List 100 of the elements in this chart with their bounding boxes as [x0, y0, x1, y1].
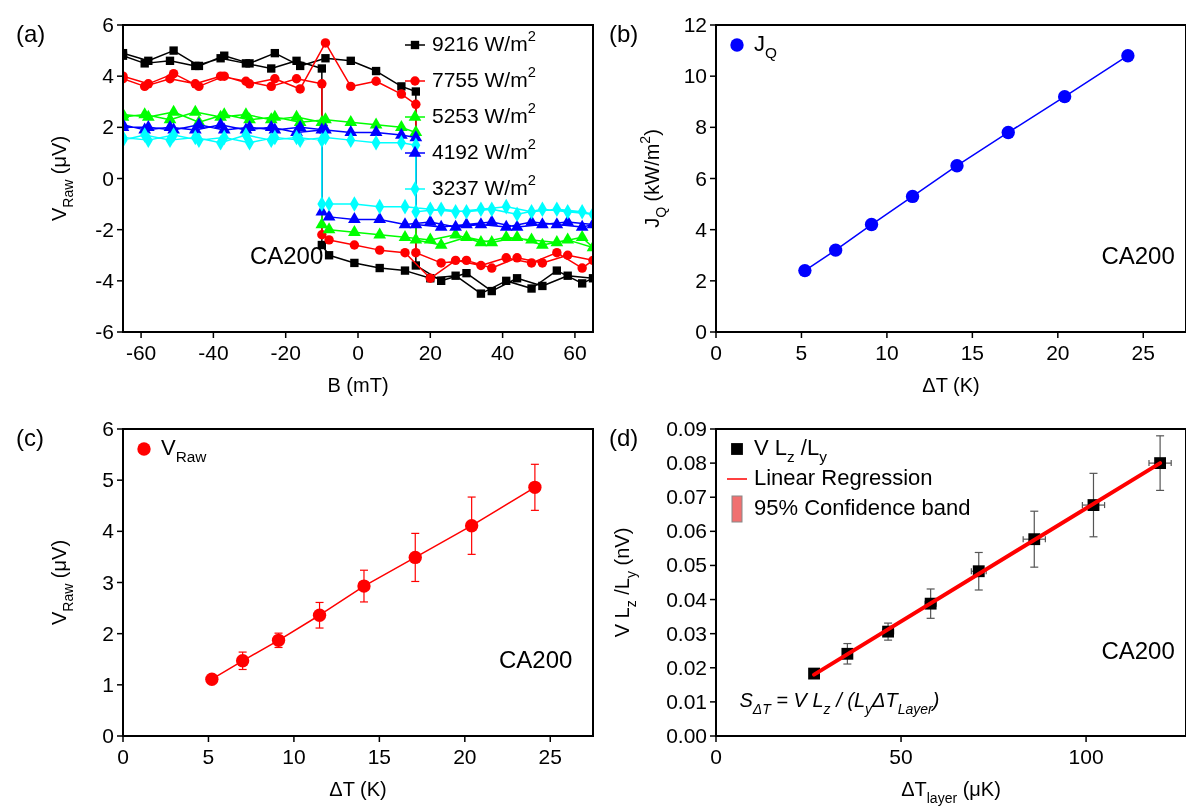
chart-title: (b) [609, 20, 639, 48]
point [528, 480, 542, 494]
point [165, 56, 175, 65]
x-tick-label: 5 [202, 745, 215, 768]
y-tick-label: -4 [95, 268, 115, 292]
point [241, 59, 251, 68]
point [434, 219, 448, 231]
point [525, 232, 538, 244]
point [241, 76, 251, 86]
point [527, 284, 536, 293]
point [324, 251, 334, 260]
point [374, 245, 385, 255]
y-tick-label: 0.02 [666, 655, 707, 679]
y-tick-label: 6 [102, 417, 114, 440]
point [191, 61, 200, 71]
point [190, 79, 201, 89]
point [214, 109, 227, 121]
point [577, 263, 587, 273]
y-tick-label: 0.04 [666, 587, 708, 611]
point [462, 268, 471, 278]
point [140, 59, 149, 68]
point [396, 89, 407, 99]
y-tick-label: 8 [695, 115, 707, 139]
point [270, 74, 280, 84]
point [474, 235, 488, 247]
y-tick-label: 0.08 [666, 451, 707, 475]
x-tick-label: -20 [270, 341, 301, 364]
point [905, 189, 920, 204]
point [350, 258, 359, 268]
point [460, 217, 473, 229]
point [322, 209, 336, 221]
point [561, 232, 575, 244]
point [291, 74, 302, 84]
point [346, 56, 355, 65]
point [950, 159, 964, 173]
point [449, 219, 462, 231]
point [169, 46, 178, 55]
point [369, 125, 383, 137]
point [320, 38, 331, 48]
point [346, 81, 356, 92]
x-tick-label: 10 [875, 341, 899, 364]
point [411, 99, 421, 110]
point [375, 263, 384, 273]
y-tick-label: 0.07 [666, 485, 707, 509]
point [487, 263, 497, 273]
point [357, 579, 371, 593]
point [450, 255, 461, 266]
point [400, 247, 410, 258]
legend-label: V L$_{z}$ /L$_{y}$ [754, 434, 828, 465]
point [216, 54, 225, 63]
point [317, 79, 327, 89]
point [317, 230, 327, 240]
y-tick-label: 2 [102, 621, 114, 645]
point [1001, 125, 1015, 140]
point [577, 279, 587, 288]
point [436, 276, 446, 286]
x-tick-label: 25 [538, 745, 562, 768]
x-tick-label: 0 [352, 341, 364, 364]
point [575, 230, 589, 242]
point [315, 217, 329, 229]
legend-label: 4192 W/m$^{2}$ [432, 135, 536, 163]
annotation: CA200 [499, 646, 573, 674]
point [510, 219, 524, 231]
y-tick-label: 2 [695, 268, 707, 292]
y-tick-label: 4 [102, 519, 115, 543]
point [538, 281, 547, 291]
x-axis-title: ΔT (K) [922, 374, 980, 397]
point [205, 672, 219, 686]
y-tick-label: 4 [102, 64, 115, 88]
legend-label: 95% Confidence band [754, 494, 971, 520]
legend-label: 3237 W/m$^{2}$ [432, 171, 536, 199]
y-tick-label: 0 [102, 724, 114, 747]
point [348, 212, 361, 224]
point [501, 253, 511, 263]
point [864, 217, 879, 232]
y-tick-label: 12 [683, 13, 707, 36]
point [485, 214, 499, 226]
point [371, 66, 381, 76]
y-tick-label: 0.01 [666, 689, 707, 713]
x-axis-title: ΔT (K) [329, 778, 387, 801]
point [451, 271, 460, 280]
point [423, 214, 437, 226]
y-tick-label: 10 [683, 64, 707, 88]
point [373, 227, 387, 239]
x-tick-label: 20 [1046, 341, 1070, 364]
point [408, 550, 422, 565]
y-tick-label: 0.03 [666, 621, 707, 645]
point [139, 81, 150, 92]
y-tick-label: 0.00 [666, 724, 707, 747]
point [499, 230, 513, 242]
point [373, 212, 387, 224]
x-tick-label: 20 [418, 341, 442, 364]
point [476, 289, 486, 298]
x-tick-label: 50 [889, 745, 913, 768]
point [324, 235, 334, 245]
point [267, 64, 276, 73]
point [562, 250, 573, 260]
point [411, 87, 421, 96]
x-tick-label: 15 [960, 341, 985, 364]
point [395, 119, 408, 131]
